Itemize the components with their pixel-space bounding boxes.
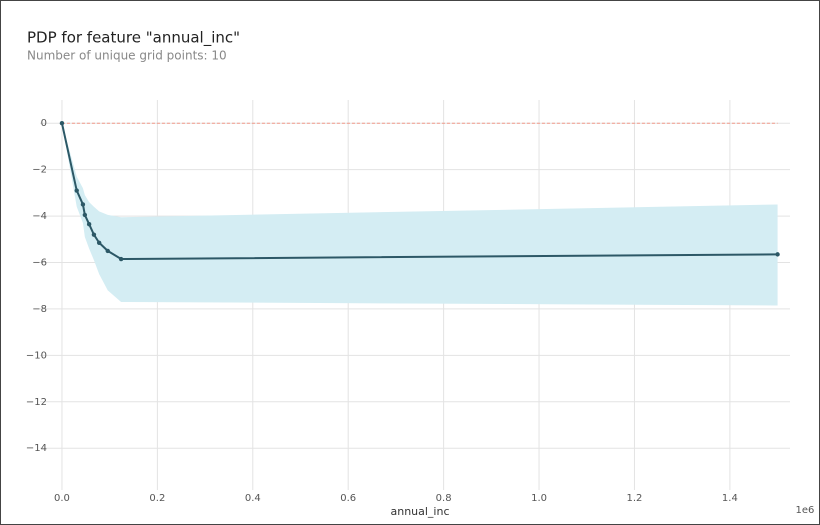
x-tick-label: 0.0 (54, 493, 70, 504)
pdp-point (82, 212, 88, 218)
y-tick-label: 0 (41, 118, 47, 129)
chart-subtitle: Number of unique grid points: 10 (27, 49, 227, 63)
pdp-point (59, 121, 65, 126)
confidence-band (61, 123, 778, 306)
pdp-point (91, 232, 97, 237)
y-tick-label: −4 (32, 211, 47, 222)
x-tick-label: 1.4 (722, 493, 738, 504)
pdp-point (96, 240, 102, 245)
chart-title: PDP for feature "annual_inc" (27, 29, 240, 48)
y-tick-label: −2 (32, 165, 47, 176)
x-tick-label: 0.6 (340, 493, 356, 504)
y-tick-label: −12 (26, 397, 47, 408)
pdp-point (80, 202, 86, 207)
pdp-point (74, 188, 79, 193)
pdp-line (60, 122, 778, 261)
x-tick-label: 0.2 (149, 493, 165, 504)
x-tick-label: 1.0 (531, 493, 547, 504)
x-tick-label: 1.2 (627, 493, 643, 504)
pdp-point (118, 256, 124, 262)
y-tick-label: −8 (32, 304, 47, 315)
y-tick-label: −6 (32, 258, 47, 269)
y-tick-label: −14 (26, 443, 47, 454)
pdp-point (775, 252, 780, 257)
x-tick-label: 0.4 (245, 493, 261, 504)
x-axis-label: annual_inc (390, 505, 449, 518)
pdp-point (86, 221, 92, 227)
pdp-point (105, 248, 110, 254)
x-offset-label: 1e6 (796, 505, 815, 516)
x-tick-label: 0.8 (436, 493, 452, 504)
y-tick-label: −10 (26, 350, 47, 361)
